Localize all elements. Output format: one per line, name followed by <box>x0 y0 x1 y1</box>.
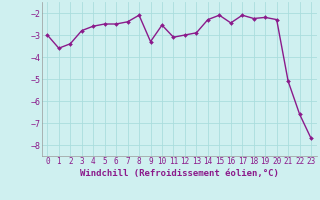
X-axis label: Windchill (Refroidissement éolien,°C): Windchill (Refroidissement éolien,°C) <box>80 169 279 178</box>
